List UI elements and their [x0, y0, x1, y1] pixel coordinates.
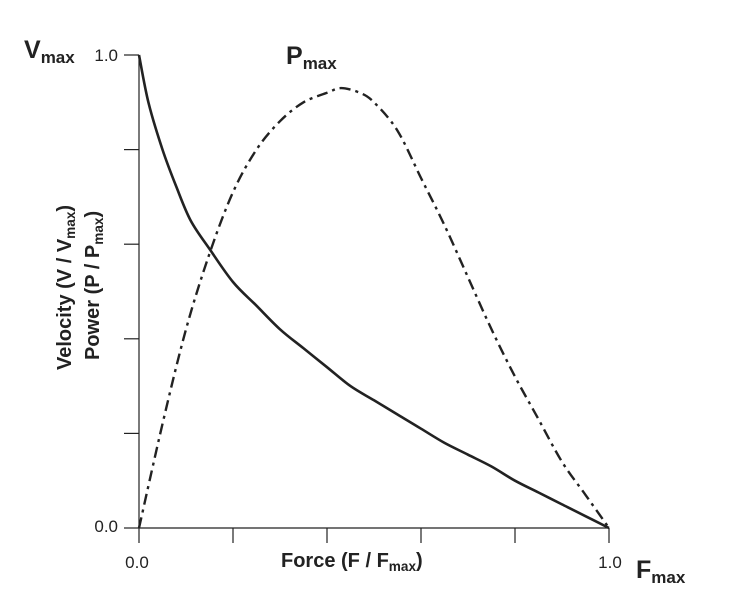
series-layer — [137, 54, 610, 530]
fmax-label: Fmax — [636, 556, 686, 587]
y-axis-label-power-group: Power (P / Pmax) — [82, 211, 106, 360]
pmax-label: Pmax — [286, 42, 337, 73]
vmax-label: Vmax — [24, 36, 75, 67]
power-curve — [137, 86, 610, 529]
x-ticks — [138, 528, 610, 543]
x-tick-label-left: 0.0 — [125, 553, 149, 572]
x-tick-label-right: 1.0 — [598, 553, 622, 572]
velocity-curve — [137, 54, 610, 530]
y-axis-label-velocity: Velocity (V / Vmax) — [54, 205, 78, 370]
y-tick-label-top: 1.0 — [94, 46, 118, 65]
y-axis-label-power: Power (P / Pmax) — [82, 211, 106, 360]
y-axis-label-velocity-group: Velocity (V / Vmax) — [54, 205, 78, 370]
x-axis-label: Force (F / Fmax) — [281, 550, 423, 574]
y-tick-label-bottom: 0.0 — [94, 517, 118, 536]
y-ticks — [124, 54, 139, 529]
